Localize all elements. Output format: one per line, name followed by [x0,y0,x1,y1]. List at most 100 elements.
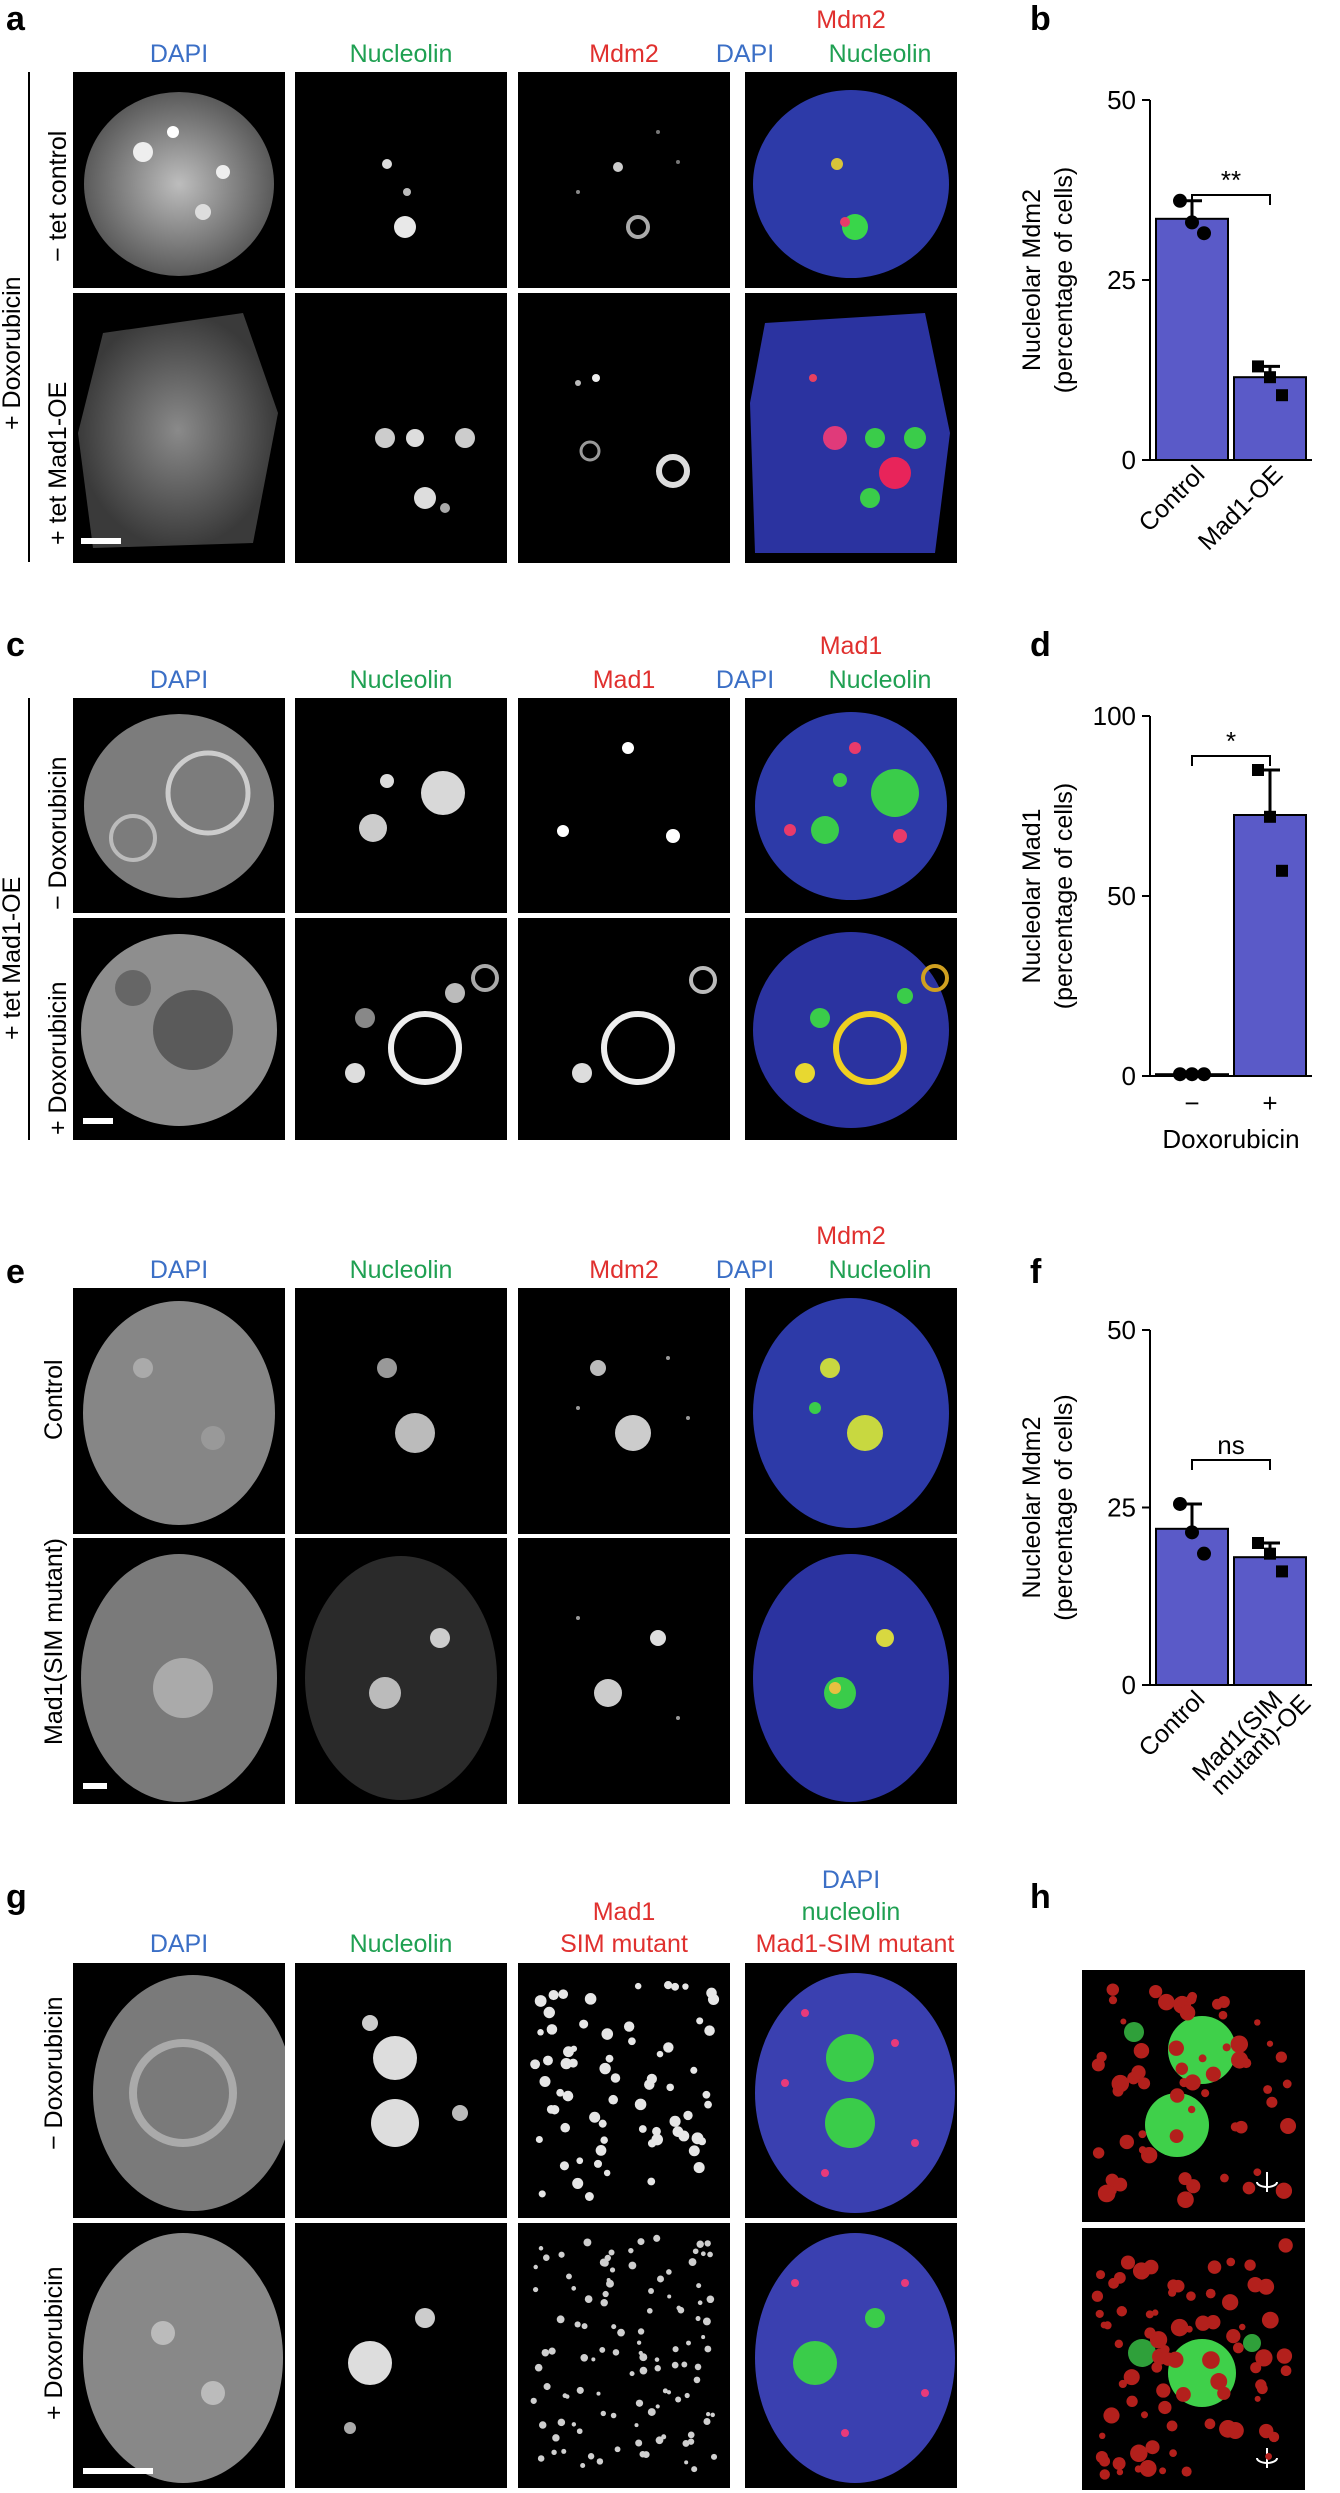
speckle-dot [634,2098,647,2111]
speckle-dot [1187,2105,1196,2114]
speckle-dot [1212,1998,1223,2010]
image-dapi-row2 [73,2223,285,2488]
speckle-dot [1280,2365,1292,2377]
speckle-dot [671,2361,679,2369]
speckle-dot [1160,2345,1170,2355]
speckle-dot [612,2349,620,2356]
speckle-dot [1247,2277,1263,2293]
speckle-dot [1118,2379,1127,2389]
speckle-dot [552,2434,560,2442]
speckle-dot [1185,2325,1193,2333]
y-tick-label: 0 [1122,1061,1136,1091]
speckle-dot [1140,2411,1149,2419]
speckle-dot [1265,2452,1273,2460]
speckle-dot [539,2076,551,2088]
speckle-dot [669,2116,677,2124]
speckle-dot [1232,2342,1244,2354]
panel-letter-a: a [6,0,25,38]
speckle-dot [537,2028,544,2036]
speckle-dot [672,2346,679,2353]
chart-b: 0 25 50 Nucleolar Mdm2 (percentage of cells)… [1018,85,1312,556]
x-tick-label: Mad1-OE [1193,460,1288,555]
speckle-dot [1116,2468,1124,2476]
speckle-dot [678,2130,690,2142]
row-label-1: − tet control [44,130,72,262]
scale-bar [83,1118,113,1124]
speckle-dot [1175,2062,1189,2075]
speckle-dot [548,2347,556,2355]
speckle-dot [1254,2019,1261,2026]
speckle-dot [1114,2271,1126,2284]
speckle-dot [687,2431,695,2439]
speckle-dot [1186,2291,1196,2301]
speckle-dot [655,2436,664,2445]
speckle-dot [599,2062,611,2075]
data-point [1173,193,1187,208]
speckle-dot [591,2357,596,2362]
speckle-dot [556,2315,565,2324]
panel-letter-g: g [6,1878,27,1916]
speckle-dot [1261,2311,1279,2329]
speckle-dot [1230,2035,1249,2053]
data-point [1197,1546,1211,1561]
speckle-dot [1276,2348,1293,2364]
speckle-dot [647,2408,656,2416]
image-dapi-row1 [73,1288,285,1534]
speckle-dot [576,2157,584,2165]
image-nucleolin-row2 [295,1538,507,1804]
speckle-dot [533,2264,538,2270]
row-label-2: + tet Mad1-OE [44,381,72,545]
speckle-dot [617,2328,625,2337]
speckle-dot [1205,2066,1221,2082]
speckle-dot [537,2455,545,2462]
image-dapi-row2 [73,1538,285,1804]
speckle-dot [1186,2179,1201,2194]
speckle-dot [1143,2259,1159,2275]
speckle-dot [1242,2181,1256,2195]
speckle-dot [1218,2010,1228,2020]
speckle-dot [1263,2085,1273,2094]
y-tick-label: 50 [1107,1315,1136,1345]
image-3d-render-1 [1082,1970,1305,2222]
speckle-dot [600,2410,606,2417]
image-merge-row2 [745,918,957,1140]
row-label-2: + Doxorubicin [44,981,72,1135]
col-label-merge-dapi: DAPI [715,40,775,68]
speckle-dot [1278,2238,1293,2253]
speckle-dot [1171,2279,1185,2293]
speckle-dot [595,2145,607,2156]
speckle-dot [1123,2369,1140,2386]
speckle-dot [1126,2395,1138,2407]
speckle-dot [642,2451,650,2459]
speckle-dot [635,2399,644,2407]
speckle-dot [1116,2306,1127,2317]
speckle-dot [704,2240,711,2247]
speckle-dot [1138,2077,1151,2090]
speckle-dot [566,2273,572,2280]
speckle-dot [584,2192,594,2201]
speckle-dot [704,2345,712,2353]
image-nucleolin-row1 [295,1963,507,2218]
speckle-dot [688,2145,700,2157]
speckle-dot [1275,2051,1287,2063]
speckle-dot [656,2050,664,2058]
speckle-dot [604,2254,611,2262]
speckle-dot [1112,2457,1126,2471]
x-tick-label: Control [1133,460,1210,537]
speckle-dot [1186,1994,1197,2005]
panel-letter-b: b [1030,0,1051,38]
speckle-dot [1239,2323,1246,2331]
speckle-dot [628,2261,637,2270]
x-tick-label: Control [1133,1685,1210,1762]
speckle-dot [1170,2318,1189,2337]
speckle-dot [655,2404,660,2409]
col-label-mad1: Mad1 [592,666,656,694]
col-label-merge-dapi: DAPI [715,1256,775,1284]
speckle-dot [1177,2191,1194,2209]
bar [1155,1527,1229,1686]
speckle-dot [1120,2018,1127,2025]
speckle-dot [1119,2134,1134,2150]
speckle-dot [589,2111,601,2123]
speckle-dot [1205,2288,1216,2299]
speckle-dot [602,2290,609,2298]
